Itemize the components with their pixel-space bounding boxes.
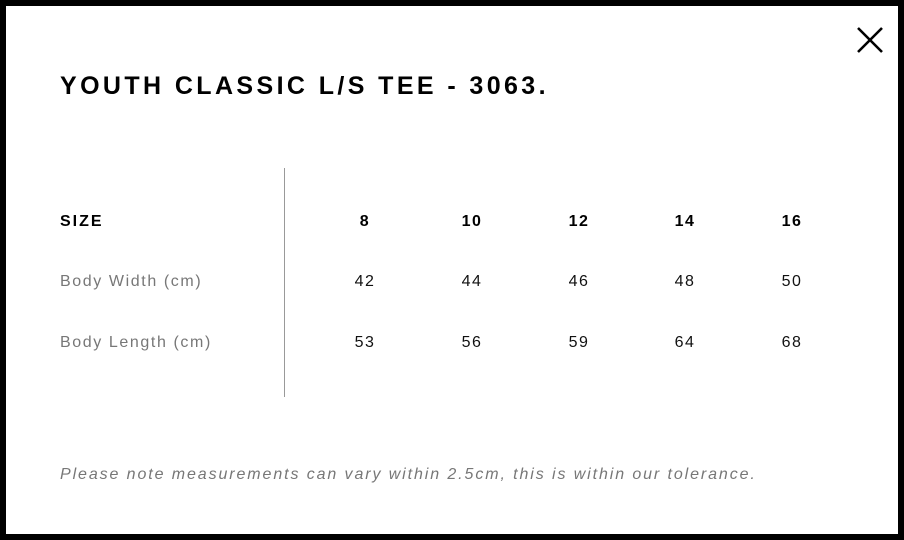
size-header-cell: 8	[359, 213, 371, 230]
size-guide-modal: YOUTH CLASSIC L/S TEE - 3063. SIZE 8 10 12 1…	[6, 6, 898, 534]
table-cell: 50	[781, 273, 803, 290]
close-button[interactable]	[854, 24, 886, 56]
table-cell: 53	[354, 334, 376, 351]
table-cell: 42	[354, 273, 376, 290]
table-cell: 68	[781, 334, 803, 351]
row-label: Body Length (cm)	[60, 334, 212, 351]
size-header-cell: 12	[568, 213, 590, 230]
row-label: Body Width (cm)	[60, 273, 203, 290]
table-cell: 64	[674, 334, 696, 351]
table-cell: 44	[461, 273, 483, 290]
tolerance-note: Please note measurements can vary within…	[60, 466, 757, 483]
size-header-cell: 14	[674, 213, 696, 230]
size-header-cell: 10	[461, 213, 483, 230]
size-header-label: SIZE	[60, 213, 104, 230]
table-cell: 56	[461, 334, 483, 351]
table-cell: 46	[568, 273, 590, 290]
table-cell: 59	[568, 334, 590, 351]
table-divider	[284, 168, 285, 397]
size-header-cell: 16	[781, 213, 803, 230]
page-title: YOUTH CLASSIC L/S TEE - 3063.	[60, 72, 549, 100]
table-cell: 48	[674, 273, 696, 290]
close-icon	[857, 27, 883, 53]
